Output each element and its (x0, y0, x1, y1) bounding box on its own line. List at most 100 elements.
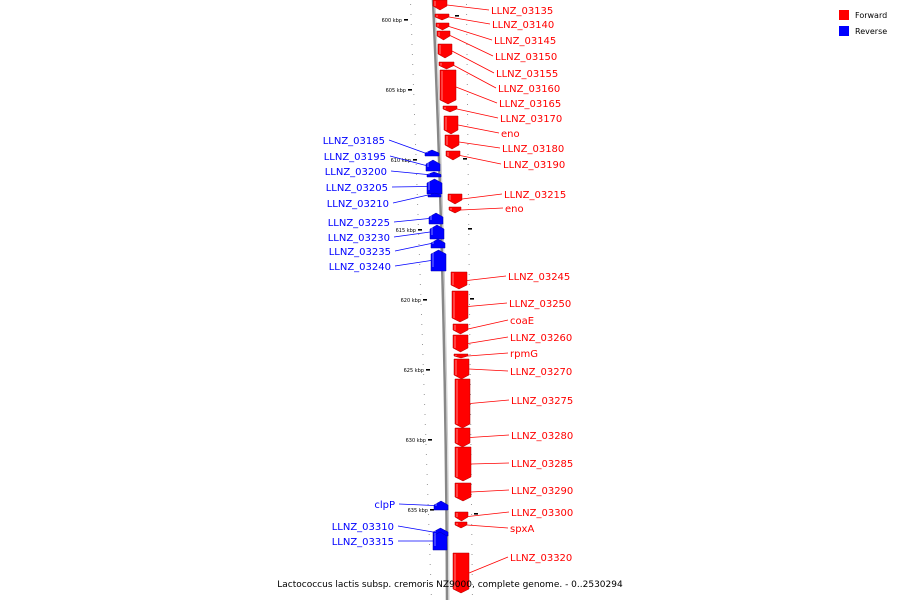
scale-tick (426, 369, 430, 371)
gene-label-llnz-03280[interactable]: LLNZ_03280 (511, 431, 573, 442)
gene-label-llnz-03290[interactable]: LLNZ_03290 (511, 486, 573, 497)
reverse-gene-6[interactable] (429, 224, 445, 240)
gene-label-llnz-03160[interactable]: LLNZ_03160 (498, 84, 560, 95)
gene-label-llnz-03275[interactable]: LLNZ_03275 (511, 396, 573, 407)
gene-label-llnz-03240[interactable]: LLNZ_03240 (329, 262, 391, 273)
legend-forward-label: Forward (855, 11, 887, 20)
gene-label-llnz-03180[interactable]: LLNZ_03180 (502, 144, 564, 155)
forward-gene-8[interactable] (443, 115, 459, 135)
gene-label-leader (393, 218, 430, 223)
gene-label-leader (448, 26, 493, 41)
gene-label-llnz-03215[interactable]: LLNZ_03215 (504, 190, 566, 201)
gene-label-llnz-03205[interactable]: LLNZ_03205 (326, 183, 388, 194)
forward-gene-18[interactable] (453, 358, 470, 380)
gene-label-llnz-03135[interactable]: LLNZ_03135 (491, 6, 553, 17)
gene-label-llnz-03245[interactable]: LLNZ_03245 (508, 272, 570, 283)
scale-tick-label: 630 kbp (406, 438, 426, 444)
gene-label-clpp[interactable]: clpP (374, 500, 395, 511)
gene-label-leader (451, 50, 495, 74)
forward-gene-6[interactable] (439, 69, 457, 105)
gene-label-leader (448, 16, 491, 25)
gene-label-leader (459, 155, 502, 165)
gene-label-eno[interactable]: eno (505, 204, 524, 215)
minor-tick (474, 513, 478, 515)
scale-tick (408, 89, 412, 91)
gene-label-llnz-03320[interactable]: LLNZ_03320 (510, 553, 572, 564)
gene-label-coae[interactable]: coaE (510, 316, 534, 327)
gene-label-llnz-03230[interactable]: LLNZ_03230 (328, 233, 390, 244)
reverse-gene-2[interactable] (426, 171, 442, 178)
scale-tick-label: 625 kbp (404, 368, 424, 374)
forward-gene-17[interactable] (453, 353, 469, 359)
gene-label-leader (455, 86, 498, 104)
forward-gene-1[interactable] (434, 13, 450, 21)
forward-gene-0[interactable] (432, 0, 448, 11)
forward-gene-3[interactable] (436, 30, 451, 41)
gene-label-llnz-03170[interactable]: LLNZ_03170 (500, 114, 562, 125)
gene-label-llnz-03225[interactable]: LLNZ_03225 (328, 218, 390, 229)
reverse-gene-8[interactable] (430, 249, 447, 272)
gene-label-llnz-03140[interactable]: LLNZ_03140 (492, 20, 554, 31)
gene-label-llnz-03315[interactable]: LLNZ_03315 (332, 537, 394, 548)
gene-label-llnz-03250[interactable]: LLNZ_03250 (509, 299, 571, 310)
gene-label-llnz-03185[interactable]: LLNZ_03185 (323, 136, 385, 147)
forward-gene-5[interactable] (438, 61, 455, 70)
reverse-gene-1[interactable] (425, 159, 441, 172)
gene-label-leader (468, 556, 509, 574)
reverse-gene-5[interactable] (428, 212, 444, 225)
gene-label-leader (467, 302, 508, 307)
forward-gene-4[interactable] (437, 43, 453, 59)
forward-gene-23[interactable] (454, 511, 469, 522)
gene-label-llnz-03200[interactable]: LLNZ_03200 (325, 167, 387, 178)
forward-gene-22[interactable] (454, 482, 472, 502)
forward-gene-19[interactable] (454, 378, 471, 429)
forward-gene-16[interactable] (452, 334, 469, 353)
legend-forward-swatch (839, 10, 849, 20)
forward-gene-9[interactable] (444, 134, 460, 150)
gene-label-llnz-03310[interactable]: LLNZ_03310 (332, 522, 394, 533)
gene-label-leader (458, 141, 501, 149)
reverse-gene-9[interactable] (433, 500, 449, 511)
reverse-gene-7[interactable] (430, 238, 446, 249)
gene-label-spxa[interactable]: spxA (510, 524, 534, 535)
reverse-gene-0[interactable] (424, 149, 440, 157)
gene-label-llnz-03285[interactable]: LLNZ_03285 (511, 459, 573, 470)
forward-gene-10[interactable] (445, 150, 461, 161)
gene-label-leader (389, 155, 427, 166)
gene-label-llnz-03210[interactable]: LLNZ_03210 (327, 199, 389, 210)
forward-gene-15[interactable] (452, 323, 469, 335)
gene-label-llnz-03235[interactable]: LLNZ_03235 (329, 247, 391, 258)
gene-label-rpmg[interactable]: rpmG (510, 349, 538, 360)
reverse-gene-4[interactable] (427, 192, 442, 198)
forward-gene-13[interactable] (450, 271, 468, 290)
legend-reverse-swatch (839, 26, 849, 36)
gene-label-llnz-03155[interactable]: LLNZ_03155 (496, 69, 558, 80)
forward-gene-14[interactable] (451, 290, 469, 323)
forward-gene-12[interactable] (448, 206, 462, 214)
minor-tick (463, 158, 467, 160)
gene-label-llnz-03270[interactable]: LLNZ_03270 (510, 367, 572, 378)
forward-gene-21[interactable] (454, 446, 472, 482)
gene-label-eno[interactable]: eno (501, 129, 520, 140)
gene-label-llnz-03260[interactable]: LLNZ_03260 (510, 333, 572, 344)
reverse-gene-11[interactable] (432, 531, 448, 551)
gene-label-llnz-03165[interactable]: LLNZ_03165 (499, 99, 561, 110)
gene-label-llnz-03145[interactable]: LLNZ_03145 (494, 36, 556, 47)
forward-gene-25[interactable] (452, 552, 470, 594)
gene-label-leader (461, 193, 503, 200)
forward-gene-2[interactable] (435, 22, 450, 31)
gene-label-llnz-03195[interactable]: LLNZ_03195 (324, 152, 386, 163)
forward-gene-20[interactable] (454, 427, 471, 448)
forward-gene-11[interactable] (447, 193, 463, 205)
gene-label-llnz-03150[interactable]: LLNZ_03150 (495, 52, 557, 63)
forward-gene-24[interactable] (454, 521, 468, 529)
legend-reverse-label: Reverse (855, 27, 887, 36)
gene-label-llnz-03190[interactable]: LLNZ_03190 (503, 160, 565, 171)
scale-tick-label: 620 kbp (401, 298, 421, 304)
gene-label-llnz-03300[interactable]: LLNZ_03300 (511, 508, 573, 519)
gene-label-leader (468, 368, 509, 372)
forward-gene-7[interactable] (442, 105, 458, 113)
gene-label-leader (469, 434, 510, 438)
scale-tick-label: 605 kbp (386, 88, 406, 94)
